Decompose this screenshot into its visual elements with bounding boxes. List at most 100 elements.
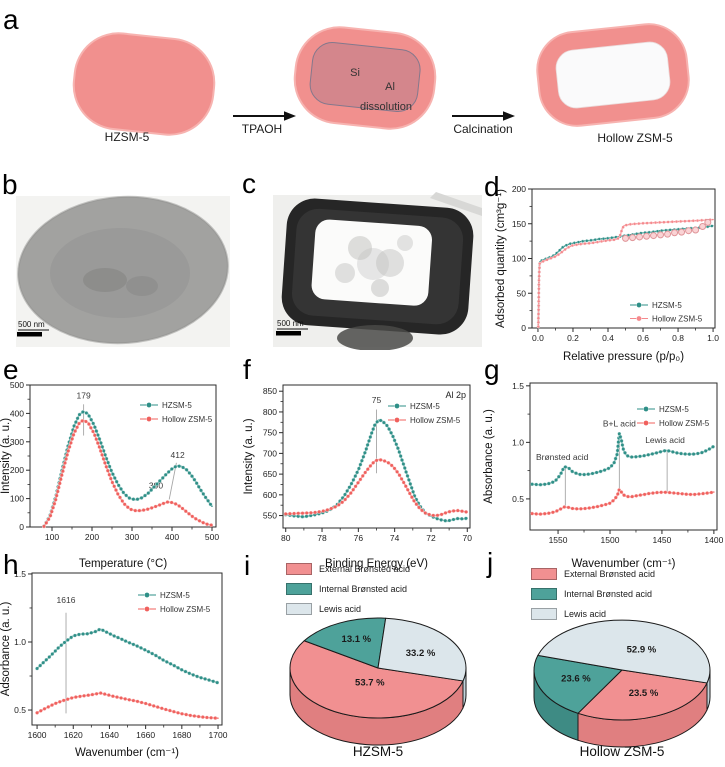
legend-label: HZSM-5: [162, 401, 192, 410]
legend-label: Hollow ZSM-5: [659, 419, 710, 428]
svg-text:1500: 1500: [601, 535, 620, 545]
panel-letter-f: f: [243, 354, 251, 385]
x-axis-label: Temperature (°C): [79, 558, 167, 570]
svg-text:179: 179: [77, 391, 91, 401]
svg-text:1616: 1616: [57, 595, 76, 605]
legend-label: Lewis acid: [319, 604, 362, 614]
svg-text:Lewis acid: Lewis acid: [645, 435, 685, 445]
legend-swatch-icon: [531, 588, 557, 600]
legend-label: HZSM-5: [652, 301, 682, 310]
svg-text:800: 800: [263, 407, 277, 417]
panel-a-schematic: HZSM-5 TPAOH Si Al dissolution Calcinati…: [72, 23, 690, 145]
panel-letter-a: a: [3, 4, 19, 35]
series-Hollow ZSM-5: [530, 488, 715, 517]
panel-letter-j: j: [487, 547, 494, 578]
dissolving-core: [309, 42, 421, 112]
panel-i-pie: External Brønsted acid Internal Brønsted …: [240, 545, 485, 767]
svg-text:200: 200: [512, 184, 526, 194]
pie-legend-item: External Brønsted acid: [531, 568, 655, 580]
svg-text:1.0: 1.0: [14, 637, 26, 647]
x-axis-label: Wavenumber (cm⁻¹): [571, 558, 675, 570]
legend-label: Internal Brønsted acid: [564, 589, 653, 599]
svg-text:0.8: 0.8: [672, 333, 684, 343]
pie-caption: HZSM-5: [353, 744, 403, 759]
panel-d-isotherm-chart: 0.0 0.2 0.4 0.6 0.8 1.0 0 50 100 150 200 Relative p…: [495, 184, 719, 363]
svg-text:0: 0: [19, 522, 24, 532]
series-HZSM-5: [35, 627, 220, 685]
svg-text:300: 300: [125, 532, 139, 542]
svg-text:0.5: 0.5: [14, 705, 26, 715]
axes: 1550 1500 1450 1400 0.5 1.0 1.5: [512, 381, 723, 545]
svg-text:0.5: 0.5: [512, 494, 524, 504]
chart-legend: HZSM-5 Hollow ZSM-5: [388, 402, 461, 425]
series-Hollow ZSM-5: [536, 218, 714, 329]
series-HZSM-5: [530, 431, 715, 487]
panel-letter-d: d: [484, 171, 500, 202]
legend-label: Hollow ZSM-5: [410, 416, 461, 425]
chart-legend: HZSM-5 Hollow ZSM-5: [630, 301, 703, 323]
y-axis-label: Intensity (a. u.): [0, 418, 12, 494]
panel-e-nh3tpd-chart: 100 200 300 400 500 0 100 200 300 400 500 Temperatu…: [0, 380, 220, 570]
arrow-head-icon: [503, 111, 515, 121]
svg-text:0.0: 0.0: [532, 333, 544, 343]
series-HZSM-5: [42, 410, 213, 529]
axes: 0.0 0.2 0.4 0.6 0.8 1.0 0 50 100 150 200: [512, 184, 719, 343]
panel-letter-b: b: [2, 169, 18, 200]
svg-text:1700: 1700: [209, 730, 228, 740]
series-HZSM-5: [283, 418, 468, 523]
svg-text:0.6: 0.6: [637, 333, 649, 343]
axes: 100 200 300 400 500 0 100 200 300 400 500: [10, 380, 220, 542]
legend-label: Hollow ZSM-5: [162, 415, 213, 424]
svg-text:1.0: 1.0: [512, 437, 524, 447]
svg-text:0.2: 0.2: [567, 333, 579, 343]
svg-text:50: 50: [517, 288, 527, 298]
pie-legend-item: External Brønsted acid: [286, 563, 410, 575]
svg-text:76: 76: [354, 533, 364, 543]
legend-swatch-icon: [531, 608, 557, 620]
panel-letter-i: i: [244, 550, 251, 581]
hollow-zsm5-stage-label: Hollow ZSM-5: [597, 131, 673, 145]
svg-text:B+L acid: B+L acid: [603, 419, 636, 429]
arrow-head-icon: [284, 111, 296, 121]
chart-legend: HZSM-5 Hollow ZSM-5: [140, 401, 213, 424]
annotations: 1616: [57, 595, 76, 714]
hollow-zsm5-pie-chart: 23.5 % 23.6 % 52.9 % Hollow ZSM-5: [533, 619, 711, 759]
panel-letter-c: c: [242, 168, 256, 199]
al-label: Al: [385, 81, 395, 93]
pie-legend: External Brønsted acid Internal Brønsted …: [531, 568, 655, 628]
pie-slice: [577, 669, 708, 721]
pie-percentage-label: 53.7 %: [355, 677, 385, 688]
chart-legend: HZSM-5 Hollow ZSM-5: [138, 591, 211, 614]
panel-c-tem-image: 500 nm: [273, 192, 482, 350]
legend-label: HZSM-5: [410, 402, 440, 411]
svg-text:850: 850: [263, 386, 277, 396]
y-axis-label: Intensity (a. u.): [243, 418, 255, 494]
x-axis-label: Wavenumber (cm⁻¹): [75, 747, 179, 759]
legend-label: HZSM-5: [659, 405, 689, 414]
pie-slices: [533, 619, 711, 721]
pie-legend-item: Internal Brønsted acid: [531, 588, 655, 600]
panel-f-xps-chart: 80 78 76 74 72 70 550 600 650 700 750 800 850 Binding…: [243, 384, 472, 570]
chart-legend: HZSM-5 Hollow ZSM-5: [637, 405, 710, 428]
dissolution-label: dissolution: [360, 101, 412, 113]
svg-text:1660: 1660: [136, 730, 155, 740]
legend-swatch-icon: [286, 583, 312, 595]
pie-caption: Hollow ZSM-5: [580, 744, 665, 759]
svg-text:700: 700: [263, 448, 277, 458]
svg-text:400: 400: [165, 532, 179, 542]
svg-text:200: 200: [85, 532, 99, 542]
panel-g-ftir-chart: 1550 1500 1450 1400 0.5 1.0 1.5 Wavenumber (cm⁻…: [483, 381, 724, 570]
axes: 1600 1620 1640 1660 1680 1700 0.5 1.0 1.5: [14, 569, 228, 740]
svg-text:412: 412: [171, 450, 185, 460]
svg-text:1.5: 1.5: [512, 381, 524, 391]
svg-text:1680: 1680: [172, 730, 191, 740]
scale-bar: 500 nm: [276, 319, 308, 336]
calcination-label: Calcination: [453, 122, 512, 136]
svg-text:500: 500: [10, 380, 24, 390]
pie-slice: [377, 617, 467, 682]
panel-j-pie: External Brønsted acid Internal Brønsted …: [485, 545, 725, 767]
legend-label: Hollow ZSM-5: [652, 314, 703, 323]
pie-legend-item: Lewis acid: [286, 603, 410, 615]
pie-percentage-label: 23.5 %: [629, 688, 659, 699]
